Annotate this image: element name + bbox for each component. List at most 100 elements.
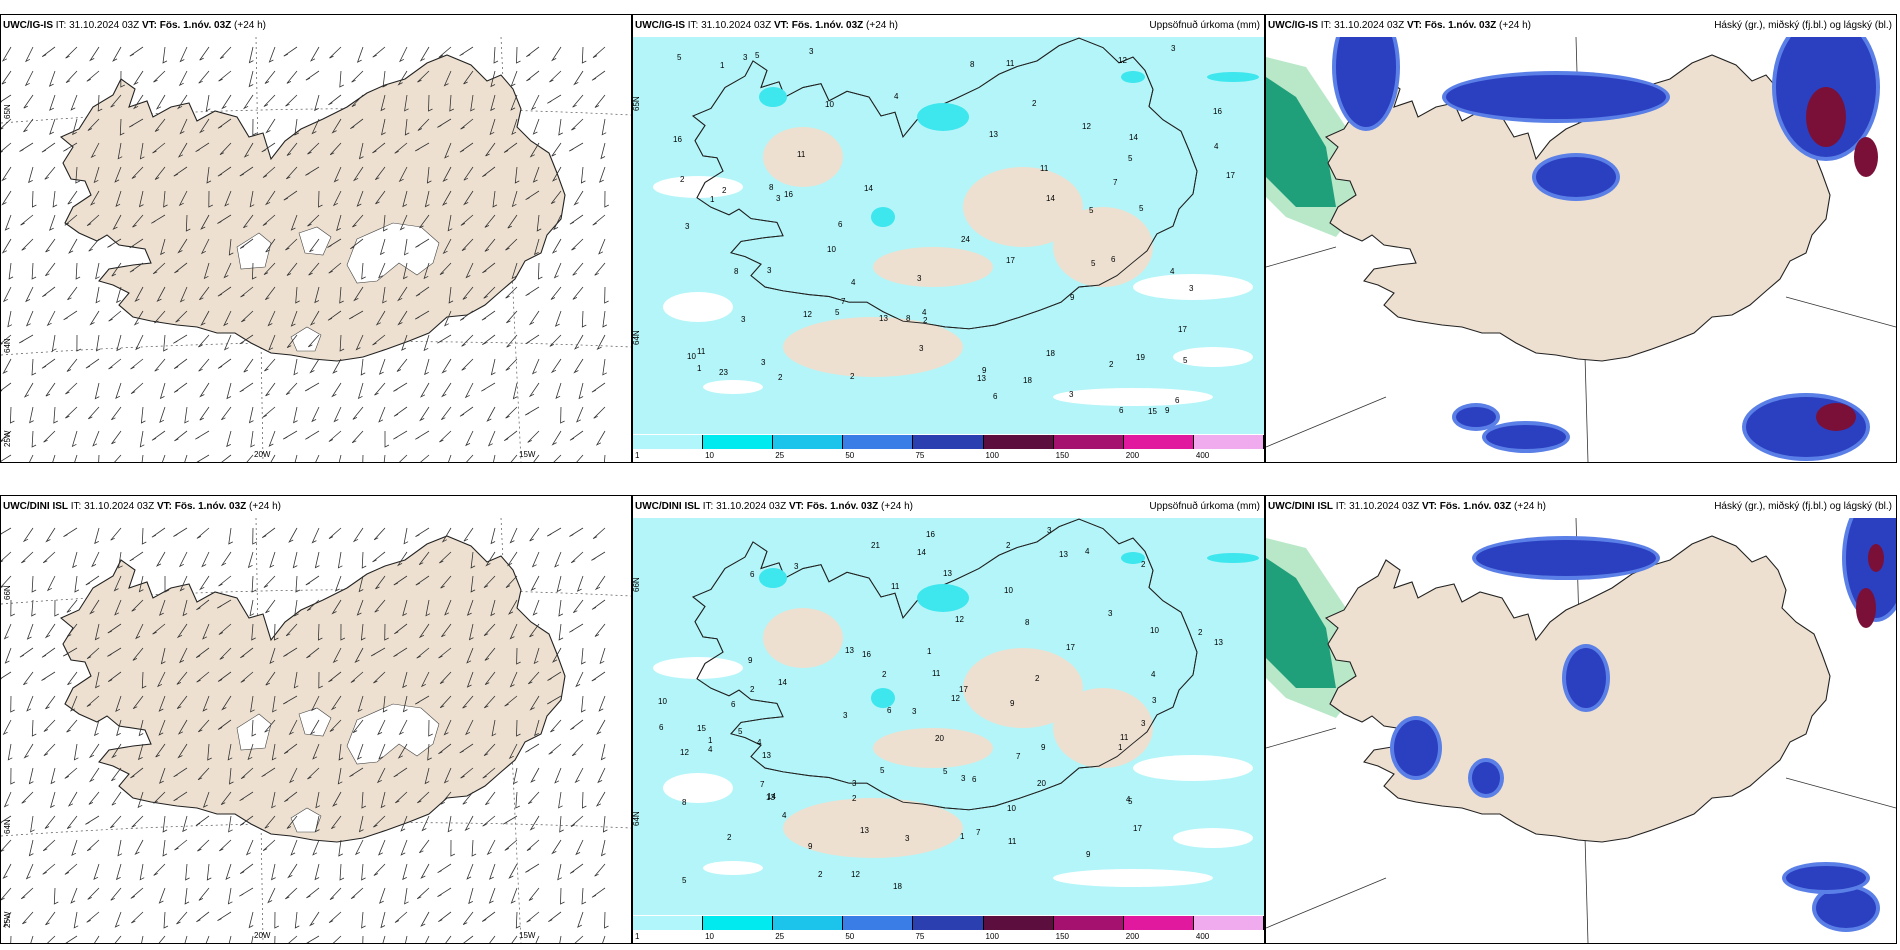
- wind-barb: [328, 262, 342, 274]
- wind-barb: [504, 839, 518, 851]
- precip-value: 2: [923, 316, 928, 325]
- wind-barb: [115, 695, 122, 712]
- wind-barb: [311, 406, 320, 423]
- precip-value: 11: [1006, 59, 1015, 68]
- wind-barb: [177, 719, 188, 735]
- precip-value: 5: [1183, 356, 1188, 365]
- precip-value: 1: [1118, 743, 1123, 752]
- wind-barb: [179, 286, 188, 303]
- wind-barb: [331, 599, 342, 615]
- wind-barb: [464, 382, 474, 399]
- wind-barb: [162, 454, 166, 462]
- wind-barb: [361, 262, 366, 280]
- wind-barb: [265, 238, 276, 253]
- wind-barb: [373, 815, 386, 828]
- wind-barb: [591, 599, 606, 610]
- wind-barb: [572, 286, 584, 300]
- wind-barb: [67, 791, 78, 807]
- precip-panel-bottom: UWC/DINI ISL IT: 31.10.2024 03Z VT: Fös.…: [632, 495, 1265, 944]
- wind-barb: [427, 743, 432, 761]
- wind-barb: [139, 430, 145, 448]
- wind-barb: [72, 118, 78, 136]
- wind-barb: [397, 286, 408, 302]
- precip-value: 19: [1136, 353, 1145, 362]
- wind-barb: [507, 599, 518, 615]
- wind-barb: [31, 358, 37, 376]
- precip-value: 9: [982, 366, 987, 375]
- wind-barb: [283, 46, 298, 57]
- wind-barb: [404, 887, 409, 905]
- wind-barb: [444, 310, 452, 327]
- legend-label: 25: [775, 932, 785, 941]
- wind-barb: [459, 743, 474, 754]
- wind-barb: [273, 623, 279, 641]
- precip-value: 1: [708, 736, 713, 745]
- wind-barb: [44, 815, 56, 829]
- low-cloud: [1856, 588, 1876, 628]
- precip-value: 16: [862, 650, 871, 659]
- wind-barb: [173, 334, 188, 344]
- wind-barb: [208, 190, 213, 208]
- wind-barb: [308, 262, 320, 276]
- wind-barb: [268, 46, 276, 63]
- wind-barb: [604, 190, 609, 208]
- wind-barb: [155, 94, 166, 110]
- wind-barb: [87, 118, 100, 131]
- wind-barb: [419, 46, 430, 62]
- wind-barb: [88, 791, 100, 805]
- wind-barb: [559, 815, 564, 833]
- wind-barb: [306, 647, 320, 659]
- wind-barb: [374, 382, 386, 396]
- wind-barb: [111, 430, 122, 445]
- wind-barb: [482, 767, 496, 779]
- wind-barb: [129, 46, 144, 57]
- lon-label-20w: 20W: [254, 450, 271, 459]
- precip-value: 3: [1141, 719, 1146, 728]
- wind-barb: [158, 695, 166, 712]
- wind-barb: [420, 911, 430, 927]
- precip-value: 11: [1040, 164, 1049, 173]
- wind-barb: [243, 358, 254, 373]
- wind-barb: [178, 70, 188, 87]
- wind-barb: [356, 599, 364, 616]
- lon-label-20w: 20W: [254, 931, 271, 940]
- wind-barb: [419, 382, 430, 398]
- wind-barb: [95, 671, 100, 689]
- wind-barb: [546, 695, 562, 705]
- wind-barb: [10, 935, 12, 943]
- wind-barb: [1, 815, 12, 824]
- precip-value: 9: [1165, 406, 1170, 415]
- precip-value: 13: [943, 569, 952, 578]
- wind-barb: [351, 430, 364, 444]
- wind-barb: [597, 767, 606, 784]
- wind-barb: [441, 358, 452, 374]
- wind-barb: [271, 791, 276, 809]
- wind-barb: [251, 935, 254, 943]
- wind-barb: [351, 70, 364, 83]
- wind-barb: [490, 94, 496, 112]
- dry-area: [703, 861, 763, 875]
- wind-barb: [463, 527, 474, 542]
- wind-barb: [110, 815, 122, 829]
- wind-barb: [216, 599, 232, 609]
- wind-barb: [129, 551, 144, 562]
- precip-value: 2: [722, 186, 727, 195]
- wind-barb: [550, 358, 562, 374]
- wind-barb: [352, 719, 364, 733]
- wind-barb: [505, 575, 518, 588]
- wind-barb: [379, 238, 386, 256]
- wind-barb: [503, 142, 518, 153]
- wind-barb: [546, 527, 562, 537]
- wind-barb: [378, 358, 386, 375]
- wind-barb: [76, 334, 82, 352]
- wind-barb: [465, 262, 474, 279]
- wind-barb: [3, 791, 12, 808]
- wind-barb: [221, 454, 232, 462]
- wind-barb: [309, 310, 320, 326]
- high-cloud: [1472, 762, 1500, 794]
- wind-barb: [570, 719, 584, 731]
- wind-barb: [305, 575, 320, 586]
- wind-barb: [601, 118, 607, 136]
- lat-label-65n: 65N: [3, 104, 12, 119]
